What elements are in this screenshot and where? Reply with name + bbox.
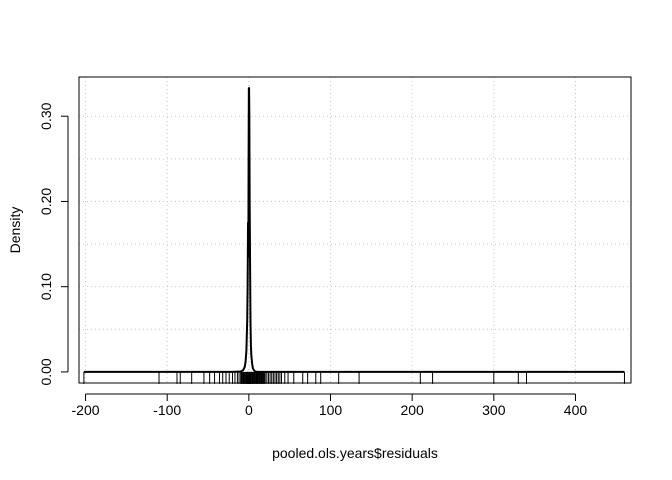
- plot-frame: [78, 76, 632, 384]
- y-tick-label: 0.30: [38, 102, 54, 129]
- y-tick-label: 0.10: [38, 273, 54, 300]
- y-tick-label: 0.20: [38, 188, 54, 215]
- rug-marks: [83, 371, 625, 384]
- x-axis: -200 -100 0 100 200 300 400: [72, 393, 588, 418]
- x-tick-label: -200: [72, 402, 100, 418]
- y-axis-label: Density: [7, 207, 23, 254]
- x-tick-label: 300: [482, 402, 506, 418]
- x-tick-label: 100: [319, 402, 343, 418]
- density-curve: [83, 87, 625, 373]
- x-tick-label: 200: [400, 402, 424, 418]
- x-tick-label: 0: [245, 402, 253, 418]
- x-axis-label: pooled.ols.years$residuals: [272, 445, 438, 461]
- x-tick-label: 400: [564, 402, 588, 418]
- y-tick-label: 0.00: [38, 358, 54, 385]
- y-axis: 0.00 0.10 0.20 0.30: [38, 102, 69, 386]
- x-tick-label: -100: [153, 402, 181, 418]
